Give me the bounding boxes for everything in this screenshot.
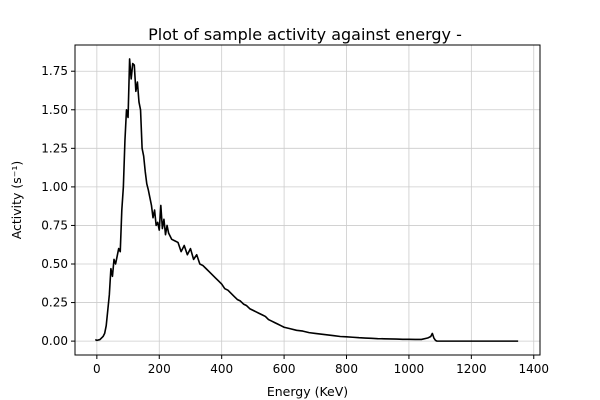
y-tick-label: 1.00 xyxy=(41,180,68,194)
y-tick-label: 0.25 xyxy=(41,296,68,310)
y-tick-label: 1.75 xyxy=(41,64,68,78)
y-tick-label: 1.50 xyxy=(41,103,68,117)
x-tick-label: 1400 xyxy=(518,362,549,376)
y-axis-label: Activity (s⁻¹) xyxy=(9,161,24,240)
activity-series-line xyxy=(94,58,519,342)
x-tick-label: 800 xyxy=(335,362,358,376)
x-tick-label: 400 xyxy=(210,362,233,376)
x-tick-label: 1200 xyxy=(456,362,487,376)
grid-lines xyxy=(75,45,540,355)
y-tick-label: 1.25 xyxy=(41,141,68,155)
chart-title: Plot of sample activity against energy - xyxy=(148,25,462,44)
y-tick-label: 0.50 xyxy=(41,257,68,271)
x-tick-label: 0 xyxy=(93,362,101,376)
x-tick-label: 200 xyxy=(148,362,171,376)
axis-ticks: 0 200 400 600 800 1000 1200 1400 0.00 0.25 0.50 0.7… xyxy=(41,64,549,376)
x-tick-label: 1000 xyxy=(394,362,425,376)
y-tick-label: 0.75 xyxy=(41,218,68,232)
y-tick-label: 0.00 xyxy=(41,334,68,348)
plot-frame xyxy=(74,44,541,356)
x-axis-label: Energy (KeV) xyxy=(267,384,348,399)
data-series xyxy=(94,58,519,342)
x-tick-label: 600 xyxy=(273,362,296,376)
